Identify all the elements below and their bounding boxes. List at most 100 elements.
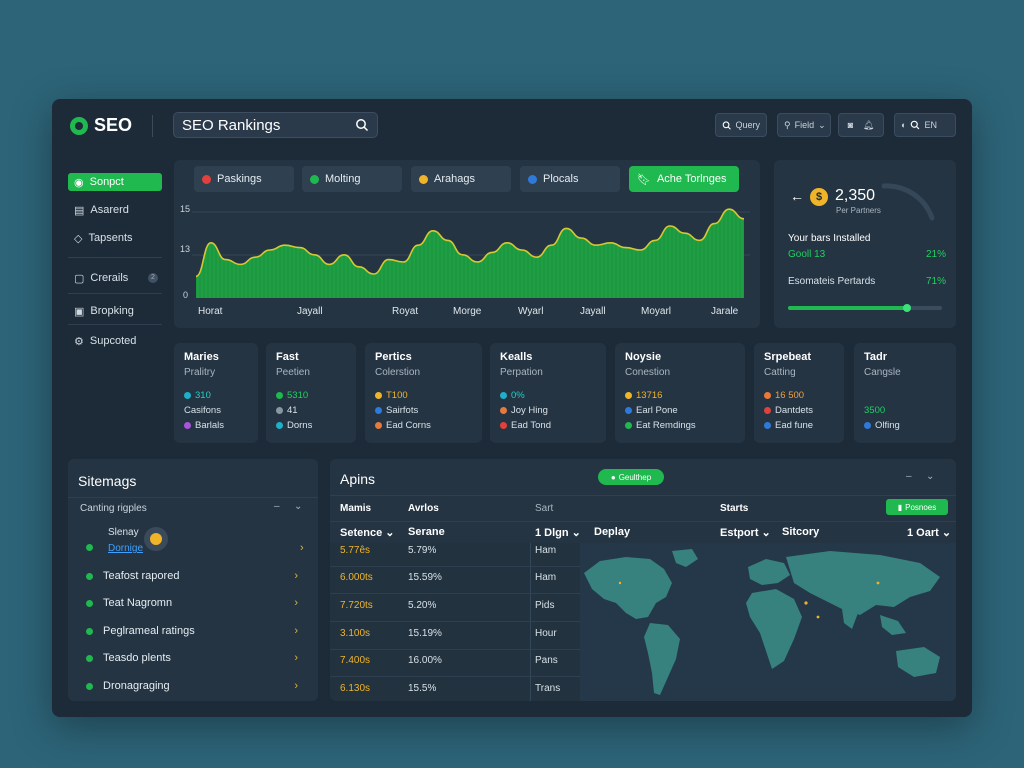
table-row[interactable]: 5.77ês 5.79% Ham xyxy=(330,545,580,561)
map-marker[interactable] xyxy=(804,601,808,605)
table-cell: 5.79% xyxy=(408,545,437,556)
tab-label: Plocals xyxy=(543,173,579,185)
col-header[interactable]: Deplay xyxy=(594,526,631,538)
card-row-text: 13716 xyxy=(636,390,663,401)
yellow-dot-icon xyxy=(419,174,428,184)
summary-line3: Esomateis Pertards xyxy=(788,276,876,287)
green-dot-icon xyxy=(86,572,93,580)
col-header[interactable]: 1 Oart ⌄ xyxy=(907,527,952,539)
card-row: Olfing xyxy=(864,420,946,431)
world-map[interactable] xyxy=(580,543,956,701)
tab-label: Molting xyxy=(325,173,361,185)
list-item[interactable]: Peglrameal ratings › xyxy=(86,623,298,639)
sidebar-item-asarerd[interactable]: ▤ Asarerd xyxy=(68,201,162,219)
language-button[interactable]: ◐ EN xyxy=(894,113,956,137)
south-america xyxy=(644,623,680,695)
metric-card-maries[interactable]: Maries Pralitry 310 Casifons Barlals xyxy=(174,343,258,443)
col-header[interactable]: Sitcory xyxy=(782,526,820,538)
col-header[interactable]: 1 Dlgn ⌄ xyxy=(535,527,581,539)
metric-card-srpebeat[interactable]: Srpebeat Catting 16 500 Dantdets Ead fun… xyxy=(754,343,844,443)
sub-header: Avrlos xyxy=(408,503,439,514)
green-dot-icon xyxy=(86,654,93,662)
sidebar-item-sonpct[interactable]: ◉ Sonpct xyxy=(68,173,162,191)
tab-molting[interactable]: Molting xyxy=(302,166,402,192)
asia xyxy=(786,551,940,615)
card-row-spacer xyxy=(864,390,946,401)
progress-knob[interactable] xyxy=(903,304,912,312)
minimize-icon[interactable]: – xyxy=(274,501,280,512)
status-pill[interactable]: ● Geulthep xyxy=(598,469,664,485)
table-row[interactable]: 6.000ts 15.59% Ham xyxy=(330,572,580,588)
search-input[interactable]: SEO Rankings xyxy=(173,112,378,138)
list-item[interactable]: Teasdo plents › xyxy=(86,650,298,666)
area-fill-group xyxy=(196,209,744,299)
table-cell: 15.19% xyxy=(408,628,442,639)
chevron-right-icon: › xyxy=(294,570,298,582)
col-header[interactable]: Setence ⌄ xyxy=(340,527,395,539)
table-cell: 15.5% xyxy=(408,683,437,694)
table-cell: 3.100s xyxy=(340,628,371,639)
export-button[interactable]: ▮ Posnoes xyxy=(886,499,948,515)
map-marker[interactable] xyxy=(876,581,880,585)
count-badge: 2 xyxy=(148,273,158,283)
row-divider xyxy=(330,621,580,622)
list-item[interactable]: Teafost rapored › xyxy=(86,568,298,584)
card-row: Casifons xyxy=(184,405,248,416)
sidebar-item-crerails[interactable]: ▢ Crerails 2 xyxy=(68,269,162,287)
search-icon[interactable] xyxy=(355,118,369,132)
sidebar-item-bropking[interactable]: ▣ Bropking xyxy=(68,302,162,320)
tab-paskings[interactable]: Paskings xyxy=(194,166,294,192)
minimize-icon[interactable]: – xyxy=(906,471,912,482)
user-icon: ▮ xyxy=(897,502,903,512)
metric-card-fast[interactable]: Fast Peetien 5310 41 Dorns xyxy=(266,343,356,443)
australia xyxy=(896,647,940,677)
back-arrow-icon[interactable]: ← xyxy=(790,188,804,204)
compass-icon: ◉ xyxy=(74,176,84,189)
x-tick-label: Jarale xyxy=(711,306,739,317)
card-title: Fast xyxy=(276,351,299,363)
list-item[interactable]: Dronagraging › xyxy=(86,678,298,694)
tooltip-title: Slenay xyxy=(108,527,139,538)
col-header[interactable]: Estport ⌄ xyxy=(720,527,771,539)
chevron-right-icon[interactable]: › xyxy=(300,542,304,554)
col-header[interactable]: Serane xyxy=(408,526,445,538)
rankings-chart-panel: Paskings Molting Arahags Plocals 🔖︎ Ache… xyxy=(174,160,760,328)
card-row: 5310 xyxy=(276,390,346,401)
tab-arahags[interactable]: Arahags xyxy=(411,166,511,192)
table-row[interactable]: 7.720ts 5.20% Pids xyxy=(330,600,580,616)
red-dot-icon xyxy=(764,407,771,414)
metric-card-kealls[interactable]: Kealls Perpation 0% Joy Hing Ead Tond xyxy=(490,343,606,443)
field-dropdown[interactable]: ⚲ Field ⌄ xyxy=(777,113,831,137)
tab-ache-torlnges[interactable]: 🔖︎ Ache Torlnges xyxy=(629,166,739,192)
metric-card-pertics[interactable]: Pertics Colerstion T100 Sairfots Ead Cor… xyxy=(365,343,482,443)
map-marker[interactable] xyxy=(816,615,820,619)
table-row[interactable]: 3.100s 15.19% Hour xyxy=(330,628,580,644)
card-row-text: 0% xyxy=(511,390,525,401)
chevron-down-icon[interactable]: ⌄ xyxy=(294,501,303,512)
purple-dot-icon xyxy=(184,422,191,429)
metric-card-noysie[interactable]: Noysie Conestion 13716 Earl Pone Eat Rem… xyxy=(615,343,745,443)
logo[interactable]: SEO xyxy=(70,115,132,136)
table-cell: 5.20% xyxy=(408,600,437,611)
camera-icon[interactable]: ◙ xyxy=(847,120,854,130)
map-marker[interactable] xyxy=(618,581,622,585)
row-divider xyxy=(330,593,580,594)
query-button[interactable]: Query xyxy=(715,113,767,137)
sidebar-item-tapsents[interactable]: ◇ Tapsents xyxy=(68,229,162,247)
table-row[interactable]: 6.130s 15.5% Trans xyxy=(330,683,580,699)
sidebar-item-supcoted[interactable]: ⚙ Supcoted xyxy=(68,332,162,350)
apins-title: Apins xyxy=(340,471,376,487)
table-row[interactable]: 7.400s 16.00% Pans xyxy=(330,655,580,671)
bell-icon[interactable]: 🔔︎ xyxy=(862,119,875,130)
card-row: Ead Corns xyxy=(375,420,472,431)
tab-plocals[interactable]: Plocals xyxy=(520,166,620,192)
sub-header: Mamis xyxy=(340,503,372,514)
tab-label: Paskings xyxy=(217,173,262,185)
list-item[interactable]: Teat Nagromn › xyxy=(86,595,298,611)
metric-card-tadr[interactable]: Tadr Cangsle 3500 Olfing xyxy=(854,343,956,443)
rankings-area-chart xyxy=(192,208,750,299)
card-subtitle: Perpation xyxy=(500,367,543,378)
row-divider xyxy=(330,676,580,677)
chevron-down-icon[interactable]: ⌄ xyxy=(926,471,935,482)
tooltip-link[interactable]: Dornige xyxy=(108,543,144,554)
